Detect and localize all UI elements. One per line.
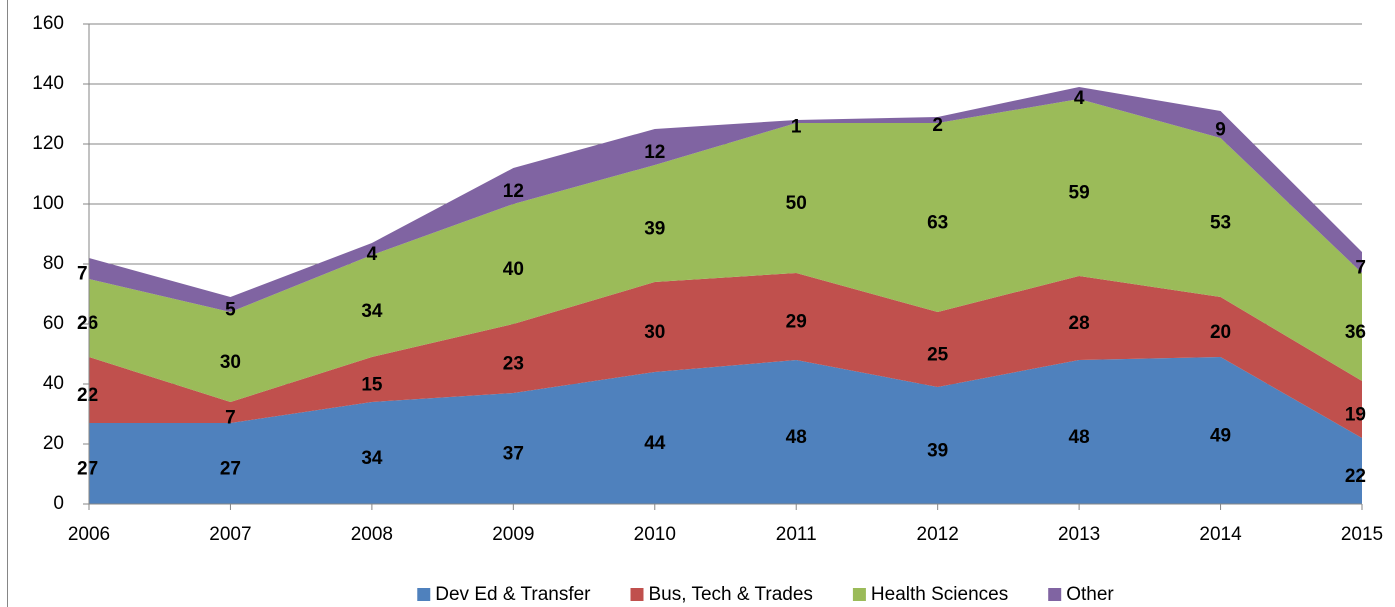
data-label: 4 [367,244,378,265]
data-label: 9 [1215,120,1226,141]
data-label: 7 [77,264,88,285]
data-label: 36 [1345,322,1366,343]
legend-label: Bus, Tech & Trades [649,584,813,605]
data-label: 25 [927,345,949,366]
x-tick-label: 2006 [68,524,110,545]
legend-label: Dev Ed & Transfer [435,584,591,605]
data-label: 1 [791,117,802,138]
data-label: 39 [644,219,665,240]
x-tick-label: 2011 [776,524,817,545]
data-label: 34 [361,448,383,469]
data-label: 2 [932,115,943,136]
data-label: 23 [503,354,524,375]
data-label: 34 [361,301,383,322]
legend-swatch [417,588,431,601]
data-label: 12 [503,181,524,202]
data-label: 50 [786,193,807,214]
y-tick-label: 20 [43,433,64,454]
x-tick-label: 2008 [351,524,393,545]
data-label: 48 [786,427,807,448]
y-tick-label: 0 [53,493,64,514]
data-label: 27 [77,459,98,480]
y-tick-label: 140 [32,73,64,94]
data-label: 20 [1210,322,1231,343]
x-tick-label: 2013 [1058,524,1100,545]
y-tick-label: 160 [32,13,64,34]
data-label: 40 [503,259,524,280]
x-tick-label: 2010 [634,524,676,545]
y-tick-label: 40 [43,373,64,394]
legend-label: Health Sciences [871,584,1008,605]
y-tick-label: 80 [43,253,64,274]
data-label: 59 [1069,183,1090,204]
data-label: 63 [927,213,948,234]
data-label: 49 [1210,426,1231,447]
data-label: 4 [1074,88,1085,109]
data-label: 26 [77,313,98,334]
data-label: 12 [644,142,665,163]
data-label: 15 [361,375,383,396]
data-label: 48 [1069,427,1090,448]
x-tick-label: 2012 [917,524,959,545]
legend-swatch [852,588,866,601]
x-tick-label: 2007 [209,524,251,545]
data-label: 7 [1355,258,1366,279]
data-label: 22 [1345,466,1366,487]
data-label: 5 [225,300,236,321]
legend-swatch [630,588,644,601]
data-label: 30 [220,352,241,373]
area [89,357,1362,504]
x-tick-label: 2014 [1199,524,1242,545]
data-label: 27 [220,459,241,480]
area [89,99,1362,402]
y-tick-label: 120 [32,133,64,154]
legend-label: Other [1066,584,1114,605]
data-label: 29 [786,312,807,333]
area [89,87,1362,312]
y-tick-label: 60 [43,313,64,334]
data-label: 37 [503,444,524,465]
data-label: 44 [644,433,666,454]
data-label: 53 [1210,213,1231,234]
data-label: 30 [644,322,665,343]
x-tick-label: 2009 [492,524,534,545]
y-tick-label: 100 [32,193,64,214]
data-label: 19 [1345,405,1366,426]
area [89,273,1362,438]
data-label: 22 [77,385,98,406]
legend-swatch [1048,588,1062,601]
x-tick-label: 2015 [1341,524,1383,545]
legend: Dev Ed & Transfer Bus, Tech & Trades Healt… [417,584,1114,605]
data-label: 39 [927,441,948,462]
data-label: 7 [225,408,236,429]
data-label: 28 [1069,313,1090,334]
